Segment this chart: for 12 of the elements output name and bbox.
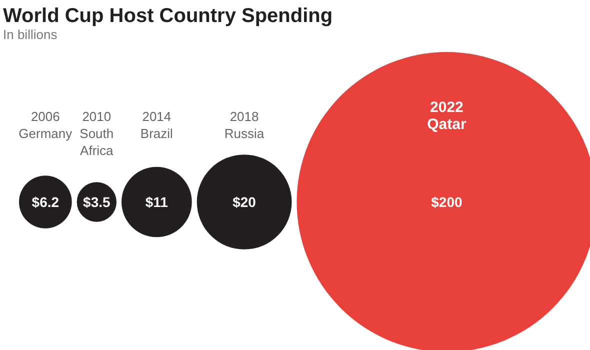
- data-label: $200: [431, 194, 463, 210]
- data-label: $20: [232, 194, 256, 210]
- category-label: 2014 Brazil: [140, 109, 174, 141]
- category-label: 2022 Qatar: [427, 99, 466, 133]
- category-label: 2006 Germany: [18, 109, 73, 141]
- category-label: 2018 Russia: [224, 109, 265, 141]
- data-label: $6.2: [32, 194, 60, 210]
- category-label: 2010 South Africa: [80, 109, 114, 158]
- data-label: $3.5: [83, 194, 110, 210]
- text: In billions: [3, 27, 58, 42]
- text: World Cup Host Country Spending: [3, 5, 333, 27]
- data-label: $11: [145, 194, 168, 210]
